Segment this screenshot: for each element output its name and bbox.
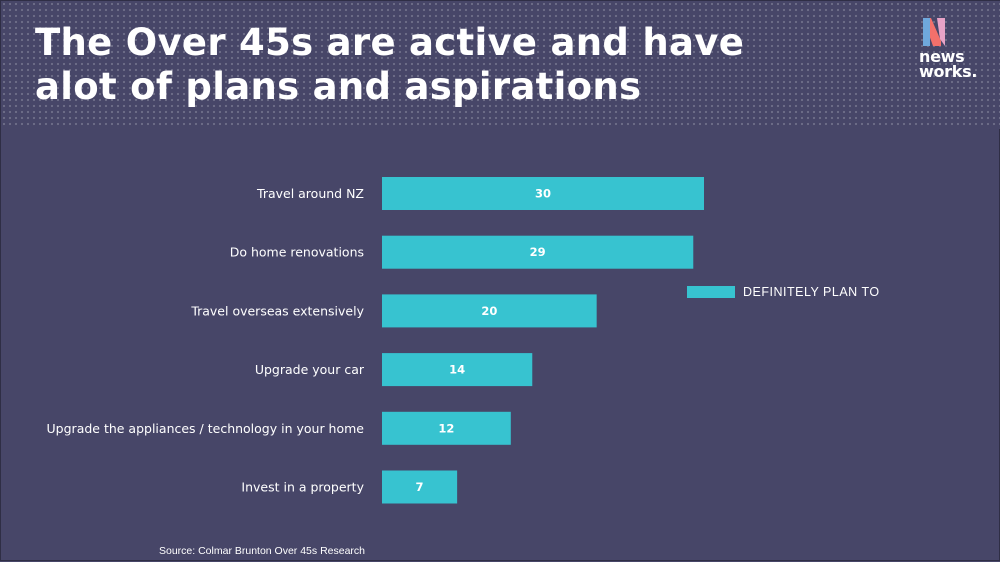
chart-legend: DEFINITELY PLAN TO	[687, 285, 880, 299]
bar	[382, 411, 511, 445]
logo-wordmark-line-2: works.	[919, 62, 978, 81]
logo-mark-icon	[923, 18, 945, 46]
category-label: Travel overseas extensively	[190, 303, 364, 318]
data-label: 29	[530, 245, 546, 259]
data-label: 30	[535, 187, 551, 201]
legend-swatch	[687, 286, 735, 298]
category-label: Upgrade the appliances / technology in y…	[47, 421, 365, 436]
newsworks-logo: news works.	[919, 15, 989, 85]
page-title: The Over 45s are active and have alot of…	[35, 21, 744, 109]
legend-label: DEFINITELY PLAN TO	[743, 285, 880, 299]
category-label: Invest in a property	[241, 480, 364, 495]
bar	[382, 235, 694, 269]
category-label: Do home renovations	[230, 245, 364, 260]
data-label: 20	[481, 304, 497, 318]
category-label: Travel around NZ	[256, 186, 364, 201]
source-note: Source: Colmar Brunton Over 45s Research	[159, 545, 366, 557]
data-label: 12	[438, 421, 454, 435]
bar	[382, 294, 597, 328]
bar	[382, 177, 704, 210]
data-label: 14	[449, 363, 465, 377]
bar	[382, 353, 533, 387]
logo-wordmark-line-1: news	[919, 47, 965, 66]
page-title-line-1: The Over 45s are active and have	[35, 21, 745, 64]
page-title-line-2: alot of plans and aspirations	[35, 65, 642, 108]
logo-wordmark: news works.	[919, 47, 978, 81]
category-label: Upgrade your car	[255, 362, 365, 377]
header-band: The Over 45s are active and have alot of…	[1, 1, 1000, 129]
bar	[382, 470, 458, 504]
data-label: 7	[416, 480, 424, 494]
